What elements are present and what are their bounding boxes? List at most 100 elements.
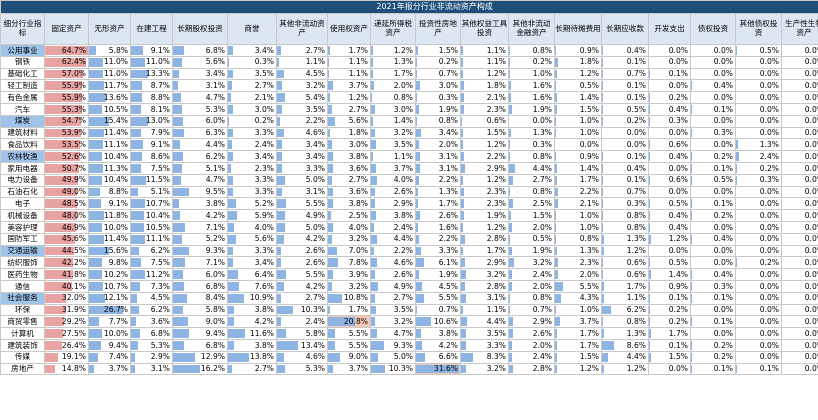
value-cell: 9.0%	[172, 315, 228, 329]
value-text: 0.0%	[713, 222, 733, 232]
value-cell: 13.3%	[130, 67, 173, 81]
value-text: 0.0%	[804, 305, 818, 315]
value-cell: 1.0%	[554, 303, 602, 317]
data-bar	[131, 140, 143, 150]
value-text: 7.3%	[150, 281, 170, 291]
value-cell: 4.6%	[276, 126, 328, 140]
value-cell: 3.6%	[130, 315, 173, 329]
value-text: 0.4%	[626, 45, 646, 55]
value-text: 0.0%	[579, 139, 599, 149]
data-bar	[328, 352, 340, 362]
data-bar	[89, 234, 104, 244]
data-bar	[89, 293, 105, 303]
value-cell: 11.6%	[227, 327, 277, 340]
value-cell: 1.1%	[327, 55, 371, 69]
data-bar	[328, 187, 333, 197]
value-cell: 0.0%	[648, 185, 691, 199]
value-text: 0.0%	[759, 116, 779, 126]
column-header: 在建工程	[130, 13, 173, 45]
value-cell: 12.9%	[172, 350, 228, 364]
value-text: 15.6%	[103, 246, 128, 256]
data-bar	[371, 246, 375, 256]
value-text: 1.8%	[486, 80, 506, 90]
value-text: 3.7%	[348, 364, 368, 374]
value-cell: 0.0%	[735, 327, 782, 340]
value-cell: 0.2%	[601, 114, 649, 128]
value-cell: 0.1%	[648, 338, 691, 352]
value-text: 15.4%	[103, 116, 128, 126]
value-cell: 0.1%	[690, 102, 736, 116]
value-cell: 5.5%	[327, 338, 371, 352]
value-cell: 49.9%	[44, 173, 89, 187]
value-cell: 0.0%	[690, 55, 736, 69]
data-bar	[416, 199, 419, 209]
value-text: 0.0%	[759, 210, 779, 220]
value-text: 1.1%	[486, 45, 506, 55]
value-cell: 2.2%	[276, 114, 328, 128]
value-text: 3.7%	[348, 80, 368, 90]
value-cell: 5.8%	[276, 327, 328, 340]
value-text: 3.5%	[486, 328, 506, 338]
value-cell: 3.6%	[327, 161, 371, 175]
data-bar	[509, 222, 512, 232]
value-text: 2.4%	[393, 222, 413, 232]
data-bar	[461, 152, 465, 161]
industry-name-cell: 基础化工	[0, 67, 45, 81]
data-bar	[277, 211, 285, 220]
value-cell: 2.4%	[508, 350, 555, 364]
value-cell: 1.3%	[554, 244, 602, 258]
value-text: 0.1%	[713, 316, 733, 326]
value-text: 2.0%	[532, 222, 552, 232]
data-bar	[649, 199, 650, 209]
value-text: 0.1%	[626, 92, 646, 102]
value-text: 10.3%	[388, 364, 413, 374]
value-text: 3.2%	[532, 257, 552, 267]
data-bar	[602, 46, 603, 55]
value-text: 1.2%	[626, 246, 646, 256]
value-text: 0.0%	[759, 305, 779, 315]
value-text: 20.8%	[343, 316, 368, 326]
data-bar	[277, 305, 294, 315]
value-text: 0.0%	[804, 328, 818, 338]
data-bar	[131, 128, 142, 138]
data-bar	[461, 329, 467, 338]
value-text: 0.7%	[532, 305, 552, 315]
value-text: 1.7%	[486, 246, 506, 256]
data-bar	[509, 317, 514, 327]
data-bar	[416, 69, 417, 79]
data-bar	[228, 293, 245, 303]
value-text: 0.0%	[804, 175, 818, 185]
table-body: 公用事业 64.7% 5.8% 9.1% 6.8% 3.4% 2.7% 1.7% 1.2% 1.5…	[0, 44, 818, 376]
value-text: 1.0%	[579, 210, 599, 220]
data-bar	[277, 317, 281, 327]
value-cell: 9.1%	[130, 44, 173, 57]
value-cell: 0.6%	[460, 114, 509, 128]
value-text: 0.8%	[626, 316, 646, 326]
value-text: 0.0%	[804, 128, 818, 138]
value-cell: 0.8%	[508, 44, 555, 57]
value-cell: 0.0%	[735, 220, 782, 234]
value-text: 2.6%	[438, 210, 458, 220]
value-text: 0.0%	[759, 316, 779, 326]
value-cell: 7.1%	[172, 256, 228, 270]
value-text: 55.3%	[61, 104, 86, 114]
value-cell: 2.0%	[508, 338, 555, 352]
value-text: 3.0%	[348, 139, 368, 149]
data-bar	[509, 187, 511, 197]
value-cell: 0.7%	[415, 303, 461, 317]
value-cell: 1.7%	[370, 67, 416, 81]
data-bar	[509, 293, 511, 303]
data-bar	[45, 152, 80, 161]
value-text: 11.6%	[249, 328, 274, 338]
value-text: 13.4%	[300, 340, 325, 350]
value-cell: 7.8%	[327, 256, 371, 270]
data-bar	[371, 69, 374, 79]
value-cell: 2.4%	[227, 138, 277, 152]
industry-name-cell: 电力设备	[0, 173, 45, 187]
data-bar	[328, 116, 336, 126]
value-text: 3.8%	[254, 305, 274, 315]
value-text: 1.7%	[579, 340, 599, 350]
value-cell: 1.8%	[327, 126, 371, 140]
value-cell: 1.4%	[554, 161, 602, 175]
